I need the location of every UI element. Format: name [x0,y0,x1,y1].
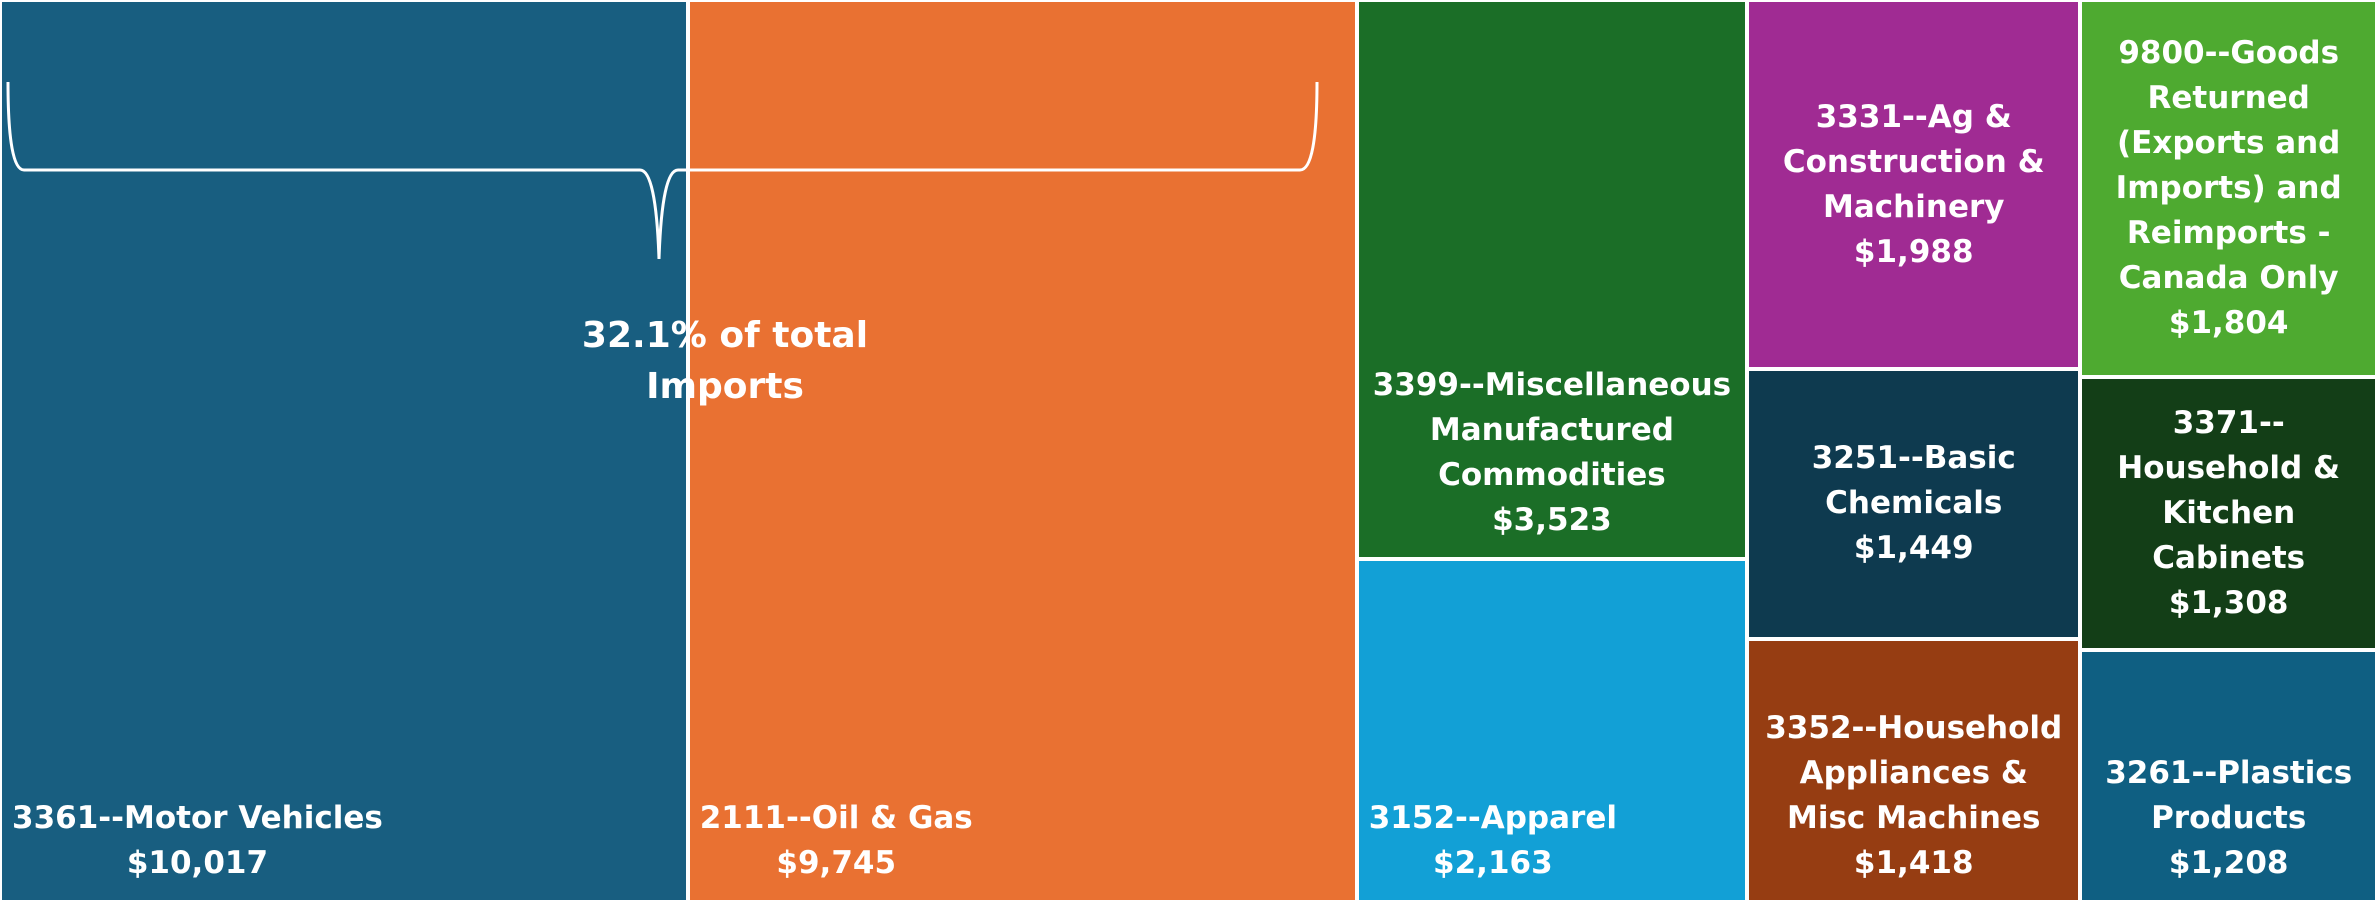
tile: 3352--Household Appliances & Misc Machin… [1747,638,2081,902]
tile: 9800--Goods Returned (Exports and Import… [2080,0,2377,377]
value-label: $1,988 [1853,233,1974,270]
value-label: $1,804 [2168,304,2289,341]
value-label: $1,308 [2168,584,2289,621]
category-label: 3399--Miscellaneous Manufactured Commodi… [1372,366,1732,493]
tile: 3331--Ag & Construction & Machinery $1,98… [1747,0,2081,370]
category-label: 3261--Plastics Products [2105,754,2353,836]
value-label: $10,017 [126,845,269,881]
tile-label: 3361--Motor Vehicles $10,017 [12,796,383,886]
tile-label: 3331--Ag & Construction & Machinery $1,98… [1759,95,2068,275]
tile: 3261--Plastics Products $1,208 [2080,649,2377,902]
category-label: 3371--Household & Kitchen Cabinets [2117,404,2341,576]
tile: 3251--Basic Chemicals $1,449 [1747,369,2081,639]
annotation-text: 32.1% of total Imports [581,315,869,407]
category-label: 2111--Oil & Gas [699,800,973,836]
value-label: $1,449 [1853,530,1974,567]
category-label: 3331--Ag & Construction & Machinery [1782,98,2045,225]
tile: 3399--Miscellaneous Manufactured Commodi… [1356,0,1748,559]
value-label: $2,163 [1433,844,1553,881]
category-label: 9800--Goods Returned (Exports and Import… [2115,34,2342,296]
tile-label: 3399--Miscellaneous Manufactured Commodi… [1369,363,1735,543]
tile: 3152--Apparel $2,163 [1356,558,1748,902]
value-label: $9,745 [776,845,897,881]
value-label: $1,208 [2168,844,2289,881]
tile-label: 3371--Household & Kitchen Cabinets $1,308 [2092,401,2365,626]
tile-label: 3251--Basic Chemicals $1,449 [1759,436,2068,571]
tile-label: 3152--Apparel $2,163 [1369,796,1617,886]
tile: 3371--Household & Kitchen Cabinets $1,308 [2080,376,2377,650]
category-label: 3152--Apparel [1368,799,1617,836]
tile: 2111--Oil & Gas $9,745 [687,0,1357,902]
tile-label: 2111--Oil & Gas $9,745 [700,796,973,886]
value-label: $3,523 [1492,501,1612,538]
category-label: 3361--Motor Vehicles [12,800,383,836]
category-label: 3352--Household Appliances & Misc Machin… [1765,709,2063,836]
tile: 3361--Motor Vehicles $10,017 [0,0,688,902]
tile-label: 3352--Household Appliances & Misc Machin… [1759,706,2068,886]
tile-label: 9800--Goods Returned (Exports and Import… [2092,31,2365,346]
value-label: $1,418 [1853,844,1974,881]
category-label: 3251--Basic Chemicals [1811,440,2016,522]
tile-label: 3261--Plastics Products $1,208 [2092,751,2365,886]
